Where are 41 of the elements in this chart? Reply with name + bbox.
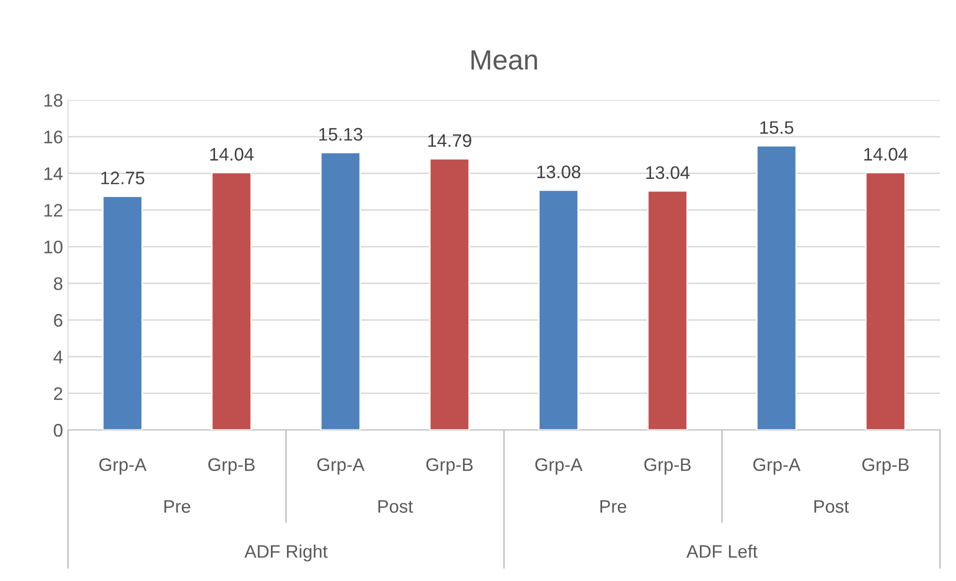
bar	[429, 158, 470, 430]
y-tick-label: 2	[54, 387, 62, 400]
y-tick-label: 4	[54, 350, 63, 364]
text: Pre	[600, 500, 626, 513]
data-label: 13.04	[646, 166, 690, 180]
text: Pre	[164, 500, 190, 513]
data-label: 14.79	[428, 134, 472, 147]
bar	[211, 172, 252, 430]
y-tick-label: 16	[44, 130, 62, 144]
data-label: 15.13	[319, 128, 362, 141]
y-tick-label: 6	[54, 314, 62, 327]
y-tick-label: 18	[44, 94, 62, 107]
text: Post	[814, 500, 849, 513]
bar	[538, 190, 579, 430]
x-tick-label: Grp-B	[208, 458, 255, 475]
data-label: 15.5	[760, 121, 794, 134]
bar	[647, 190, 688, 430]
data-label: 12.75	[101, 172, 144, 184]
data-label: 14.04	[210, 148, 254, 161]
x-tick-label: Grp-B	[426, 458, 473, 475]
text: Post	[378, 500, 413, 513]
bar	[102, 196, 143, 430]
text: ADF Right	[244, 544, 328, 562]
data-label: 13.08	[537, 166, 580, 178]
bar	[865, 172, 906, 430]
bar	[320, 152, 361, 430]
chart-title: Mean	[472, 50, 537, 70]
data-label: 14.04	[864, 148, 908, 161]
x-tick-label: Grp-A	[99, 458, 147, 475]
text: ADF Left	[686, 544, 758, 558]
y-tick-label: 10	[44, 240, 62, 254]
y-tick-label: 0	[54, 424, 62, 437]
x-tick-label: Grp-A	[535, 458, 583, 475]
y-tick-label: 14	[44, 167, 63, 180]
x-tick-label: Grp-A	[317, 458, 365, 475]
y-tick-label: 12	[44, 204, 62, 217]
x-tick-label: Grp-B	[862, 458, 909, 475]
y-tick-label: 8	[54, 277, 62, 290]
bar	[756, 145, 797, 430]
x-tick-label: Grp-A	[753, 458, 801, 475]
x-tick-label: Grp-B	[644, 458, 691, 475]
